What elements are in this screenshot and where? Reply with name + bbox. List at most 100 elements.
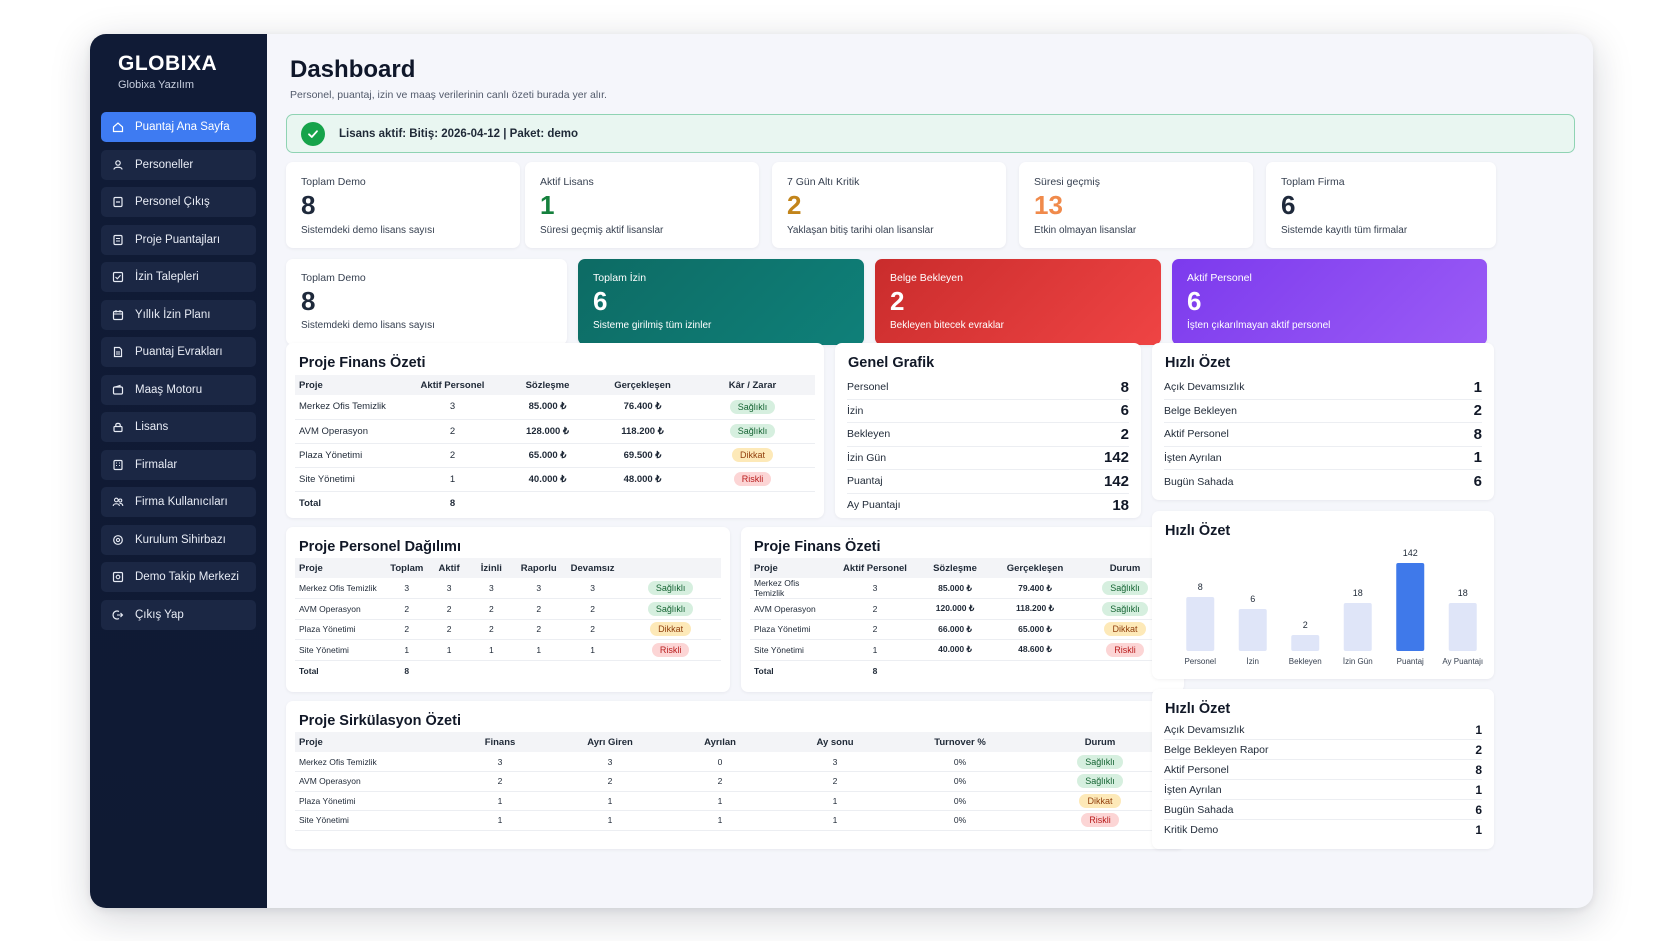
table-cell: 118.200 ₺ bbox=[595, 419, 690, 444]
cell-value: 3 bbox=[832, 756, 838, 767]
cell-value: 48.000 ₺ bbox=[623, 473, 662, 485]
bar-value-label: 18 bbox=[1353, 588, 1363, 598]
cell-value: 1 bbox=[607, 815, 613, 826]
cell-value: 3 bbox=[404, 583, 410, 593]
category-label: Personel bbox=[1184, 657, 1216, 666]
cell-value: 2 bbox=[536, 603, 542, 614]
column-header: Sözleşme bbox=[915, 558, 995, 578]
summary-value: 2 bbox=[1120, 425, 1129, 443]
summary-value: 2 bbox=[1473, 402, 1482, 420]
sidebar-item-lisans[interactable]: Lisans bbox=[101, 412, 256, 442]
column-header: Finans bbox=[445, 732, 555, 752]
sidebar-item-puantaj-ana-sayfa[interactable]: Puantaj Ana Sayfa bbox=[101, 112, 256, 142]
table-cell: 8 bbox=[386, 660, 428, 681]
cell-value: 0% bbox=[953, 815, 967, 826]
project-circulation-panel: Proje Sirkülasyon Özeti Proje Finans Ayrı … bbox=[286, 701, 1184, 849]
table-row: AVM Operasyon 2 2 2 2 2 Sağlıklı bbox=[295, 598, 721, 620]
table-row: AVM Operasyon 2 2 2 2 0% Sağlıklı bbox=[295, 771, 1175, 792]
sidebar-item-i-zin-talepleri[interactable]: İzin Talepleri bbox=[101, 262, 256, 292]
cell-value: Merkez Ofis Temizlik bbox=[299, 583, 377, 593]
cell-value: AVM Operasyon bbox=[754, 603, 816, 614]
sidebar-item-maaş-motoru[interactable]: Maaş Motoru bbox=[101, 374, 256, 405]
summary-label: Açık Devamsızlık bbox=[1164, 723, 1245, 736]
quick-summary-bar-chart: 8 Personel 6 İzin 2 Bekleyen 18 İzin Gün 142 Puan… bbox=[1184, 548, 1483, 666]
project-finance-table: Proje Aktif Personel Sözleşme Gerçekleşen Kâ… bbox=[295, 375, 815, 515]
table-cell: Site Yönetimi bbox=[295, 639, 386, 661]
cell-value: Site Yönetimi bbox=[299, 473, 355, 485]
sidebar-item-puantaj-evrakları[interactable]: Puantaj Evrakları bbox=[101, 337, 256, 367]
table-cell: 3 bbox=[555, 752, 665, 772]
sidebar-item-çıkış-yap[interactable]: Çıkış Yap bbox=[101, 599, 256, 630]
cell-value: 2 bbox=[489, 624, 494, 635]
sidebar-item-label: Personeller bbox=[135, 158, 194, 171]
table-row: AVM Operasyon 2 128.000 ₺ 118.200 ₺ Sağlıklı bbox=[295, 419, 815, 444]
table-cell: 1 bbox=[555, 810, 665, 831]
cell-value: 1 bbox=[717, 815, 723, 826]
table-cell: Sağlıklı bbox=[1075, 578, 1175, 599]
table-header-row: Proje Aktif Personel Sözleşme Gerçekleşen Kâ… bbox=[295, 375, 815, 395]
cell-value: Merkez Ofis Temizlik bbox=[299, 756, 377, 767]
stat-description: Süresi geçmiş aktif lisanslar bbox=[540, 225, 664, 236]
table-cell: 8 bbox=[835, 660, 915, 681]
cell-value: 2 bbox=[590, 624, 595, 635]
sidebar-item-firma-kullanıcıları[interactable]: Firma Kullanıcıları bbox=[101, 487, 256, 517]
column-header: Proje bbox=[295, 558, 386, 578]
column-header: Gerçekleşen bbox=[595, 375, 690, 395]
summary-value: 142 bbox=[1103, 472, 1129, 490]
summary-row: İşten Ayrılan 1 bbox=[1164, 447, 1482, 470]
table-row: Site Yönetimi 1 40.000 ₺ 48.600 ₺ Riskli bbox=[750, 639, 1175, 661]
table-cell bbox=[915, 660, 995, 681]
sidebar-item-yıllık-i-zin-planı[interactable]: Yıllık İzin Planı bbox=[101, 299, 256, 330]
sidebar-item-kurulum-sihirbazı[interactable]: Kurulum Sihirbazı bbox=[101, 524, 256, 555]
table-cell: 3 bbox=[427, 578, 471, 599]
cell-value: 85.000 ₺ bbox=[528, 401, 567, 413]
table-cell: 1 bbox=[470, 639, 513, 661]
table-total-row: Total 8 bbox=[295, 660, 721, 681]
personnel-distribution-panel: Proje Personel Dağılımı Proje Toplam Aktif… bbox=[286, 527, 730, 692]
cell-value: 1 bbox=[449, 473, 456, 485]
sidebar-item-label: Personel Çıkış bbox=[135, 196, 210, 208]
table-row: Merkez Ofis Temizlik 3 3 0 3 0% Sağlıklı bbox=[295, 752, 1175, 772]
summary-row: Personel 8 bbox=[847, 376, 1129, 400]
table-row: Plaza Yönetimi 1 1 1 1 0% Dikkat bbox=[295, 791, 1175, 811]
app-window: GLOBIXA Globixa Yazılım Puantaj Ana Sayf… bbox=[90, 34, 1593, 908]
sidebar-item-personeller[interactable]: Personeller bbox=[101, 149, 256, 180]
table-cell: 3 bbox=[512, 578, 565, 599]
cell-value: 1 bbox=[607, 795, 613, 806]
sidebar-item-label: Çıkış Yap bbox=[135, 608, 184, 621]
stat-value: 6 bbox=[593, 286, 608, 316]
cell-value: 2 bbox=[404, 603, 410, 614]
table-cell bbox=[690, 491, 815, 515]
cell-value: 1 bbox=[717, 795, 723, 806]
table-cell: 0% bbox=[895, 791, 1025, 811]
cell-value: 2 bbox=[536, 624, 542, 635]
cell-value: Plaza Yönetimi bbox=[754, 624, 811, 635]
sidebar-item-proje-puantajları[interactable]: Proje Puantajları bbox=[101, 224, 256, 255]
stat-label: Aktif Personel bbox=[1187, 272, 1252, 284]
calendar-icon bbox=[112, 309, 124, 321]
summary-label: Bugün Sahada bbox=[1164, 475, 1234, 488]
sidebar-item-firmalar[interactable]: Firmalar bbox=[101, 449, 256, 480]
quick-summary-list: Açık Devamsızlık 1 Belge Bekleyen 2 Aktif Pe… bbox=[1164, 376, 1482, 494]
general-chart-panel: Genel Grafik Personel 8 İzin 6 Bekleyen 2 İzin… bbox=[835, 343, 1141, 518]
panel-title: Hızlı Özet bbox=[1165, 523, 1231, 539]
brand-subtitle: Globixa Yazılım bbox=[118, 79, 195, 91]
table-row: Plaza Yönetimi 2 2 2 2 2 Dikkat bbox=[295, 619, 721, 640]
project-finance-table-2: Proje Aktif Personel Sözleşme Gerçekleşen Du… bbox=[750, 558, 1175, 681]
cell-value: 3 bbox=[446, 583, 452, 593]
cell-value: AVM Operasyon bbox=[299, 603, 361, 614]
column-header: Raporlu bbox=[512, 558, 565, 578]
summary-label: Personel bbox=[847, 381, 889, 394]
table-row: Merkez Ofis Temizlik 3 85.000 ₺ 76.400 ₺ Sağ… bbox=[295, 395, 815, 420]
general-list: Personel 8 İzin 6 Bekleyen 2 İzin Gün 142 Puanta… bbox=[847, 376, 1129, 517]
sidebar-item-label: Puantaj Ana Sayfa bbox=[135, 121, 230, 133]
status-badge: Dikkat bbox=[1079, 793, 1121, 808]
summary-value: 6 bbox=[1475, 802, 1482, 817]
summary-value: 1 bbox=[1473, 378, 1482, 396]
summary-row: Aktif Personel 8 bbox=[1164, 423, 1482, 447]
sidebar-item-demo-takip-merkezi[interactable]: Demo Takip Merkezi bbox=[101, 562, 256, 592]
table-cell: 40.000 ₺ bbox=[500, 467, 595, 492]
cell-value: 8 bbox=[872, 665, 878, 676]
table-row: Plaza Yönetimi 2 65.000 ₺ 69.500 ₺ Dikkat bbox=[295, 443, 815, 468]
sidebar-item-personel-çıkış[interactable]: Personel Çıkış bbox=[101, 187, 256, 217]
